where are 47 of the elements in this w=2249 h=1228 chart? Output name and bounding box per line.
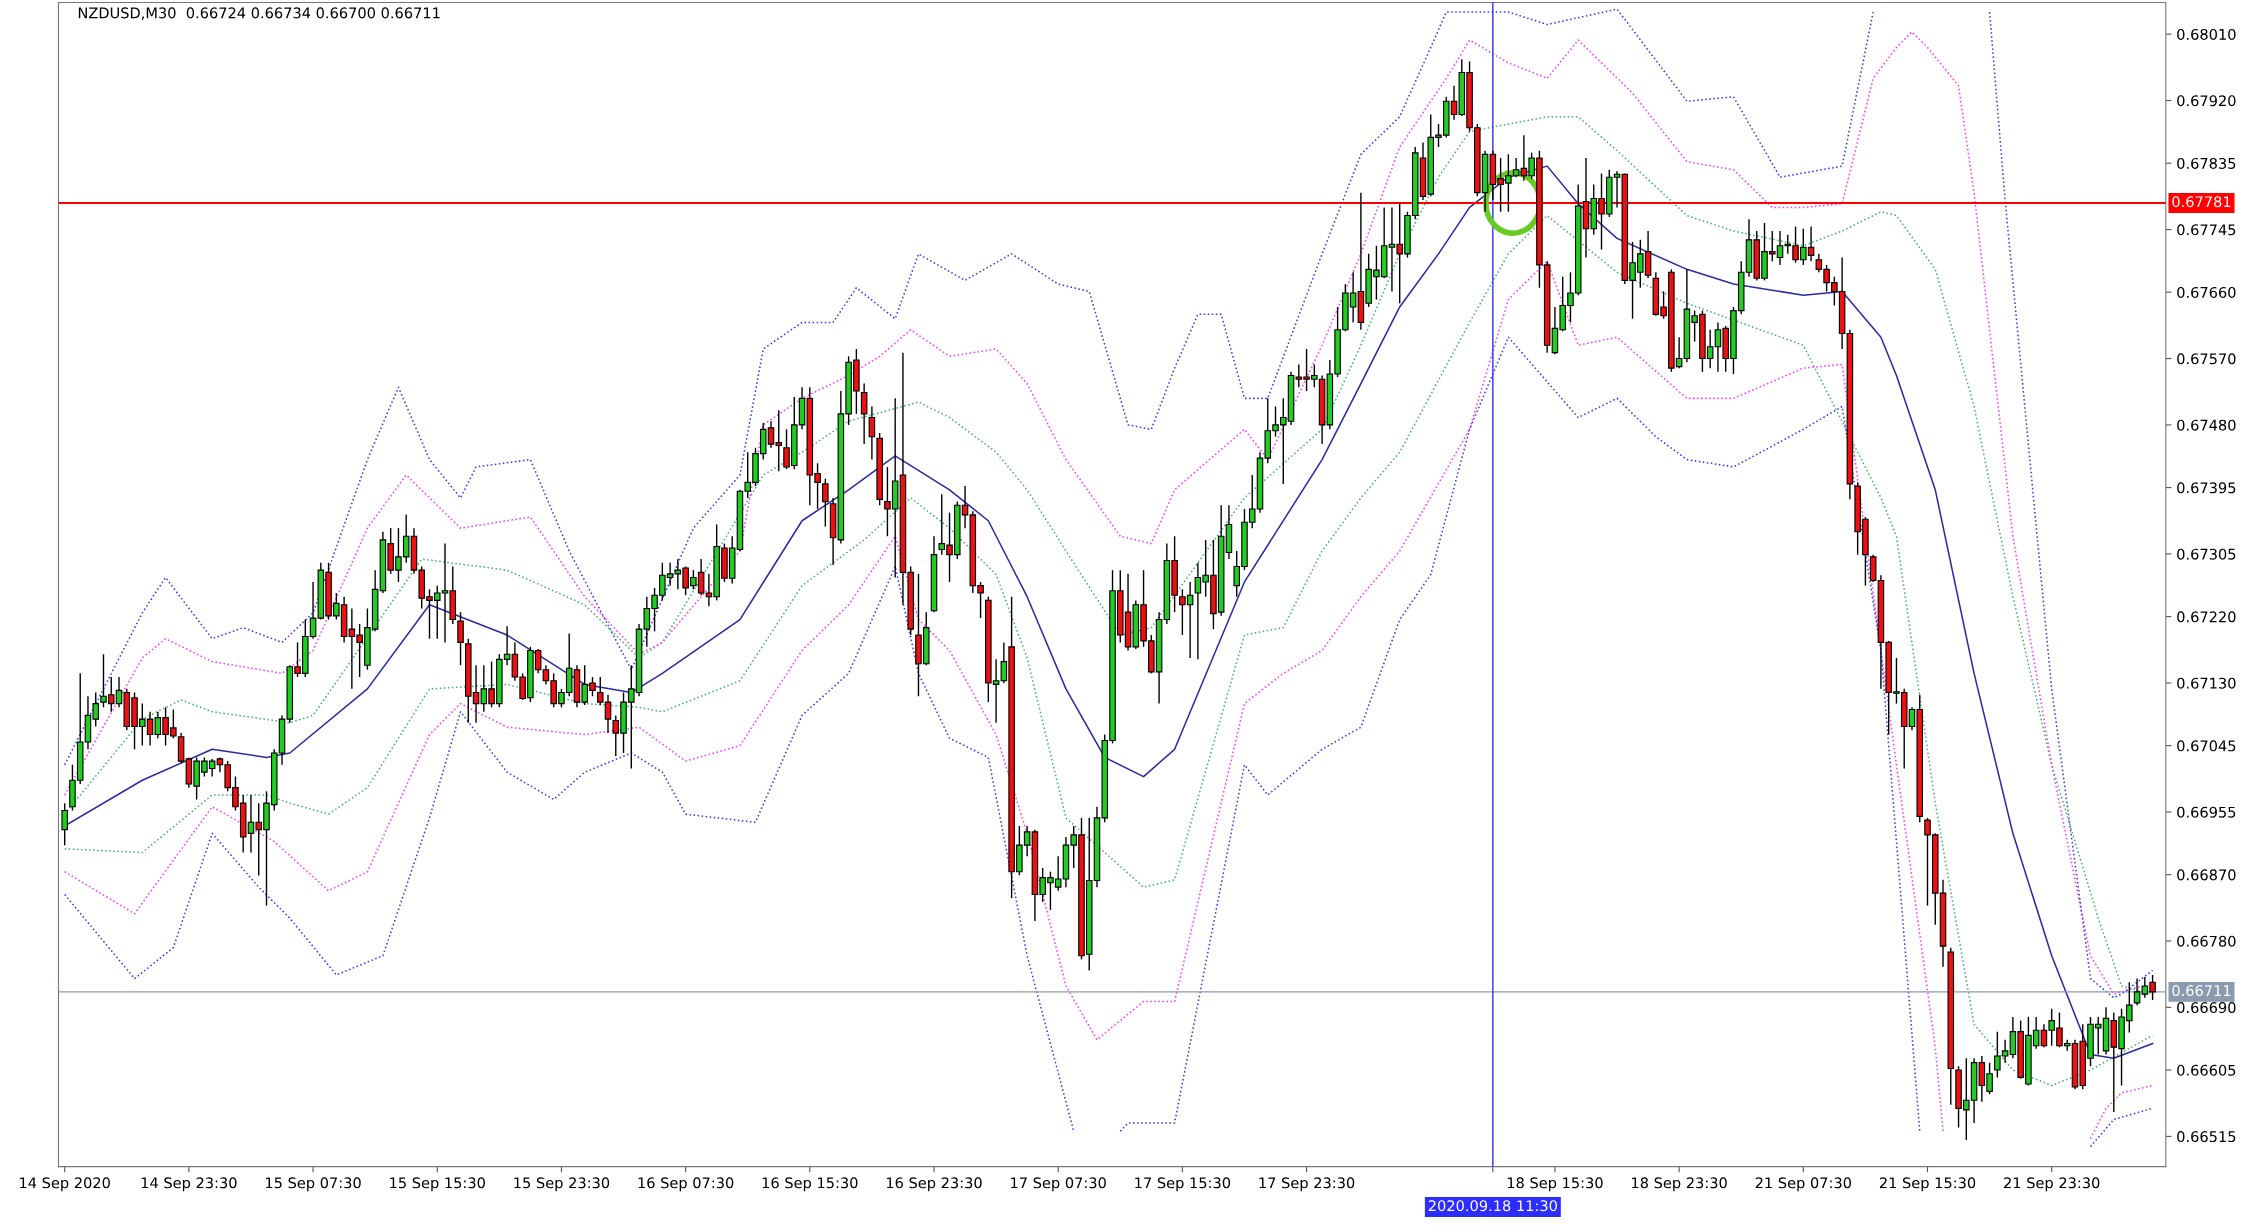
ref-line-label: 0.67781 bbox=[2172, 196, 2231, 208]
candlestick bbox=[61, 802, 68, 846]
x-tick-label: 21 Sep 07:30 bbox=[1755, 1177, 1852, 1192]
y-tick-label: 0.67660 bbox=[2177, 286, 2236, 298]
y-tick-label: 0.67305 bbox=[2177, 548, 2236, 560]
x-tick-label: 2020.09.18 11:30 bbox=[1428, 1200, 1557, 1212]
y-tick-label: 0.66690 bbox=[2177, 1002, 2236, 1014]
candlestick bbox=[822, 478, 829, 528]
line-series bbox=[2089, 1084, 2154, 1140]
x-tick-label: 17 Sep 07:30 bbox=[1011, 1177, 1106, 1192]
y-tick-label: 0.67835 bbox=[2177, 157, 2236, 169]
y-tick-label: 0.67480 bbox=[2177, 419, 2236, 431]
candlestick bbox=[868, 405, 876, 461]
y-tick-label: 0.66780 bbox=[2177, 935, 2236, 947]
y-tick-label: 0.67220 bbox=[2177, 611, 2236, 623]
x-tick-label: 21 Sep 15:30 bbox=[1879, 1177, 1976, 1192]
y-tick-label: 0.67745 bbox=[2177, 224, 2236, 236]
candlestick bbox=[457, 611, 464, 666]
x-tick-label: 21 Sep 23:30 bbox=[2004, 1177, 2100, 1192]
y-tick-label: 0.68010 bbox=[2177, 28, 2236, 40]
x-tick-label: 14 Sep 23:30 bbox=[141, 1177, 237, 1192]
x-tick-label: 18 Sep 15:30 bbox=[1507, 1177, 1603, 1192]
x-tick-label: 15 Sep 15:30 bbox=[390, 1177, 485, 1192]
x-tick-label: 18 Sep 23:30 bbox=[1632, 1177, 1727, 1192]
y-tick-label: 0.66870 bbox=[2177, 869, 2236, 881]
line-series bbox=[63, 260, 1944, 1132]
y-tick-label: 0.67130 bbox=[2177, 677, 2236, 689]
ref-line-label: 0.66711 bbox=[2172, 985, 2231, 997]
line-series bbox=[1988, 11, 2154, 999]
y-tick-label: 0.67570 bbox=[2177, 353, 2236, 365]
y-tick-label: 0.67045 bbox=[2177, 740, 2236, 752]
y-tick-label: 0.67395 bbox=[2177, 482, 2236, 494]
y-tick-label: 0.66515 bbox=[2177, 1131, 2236, 1143]
x-tick-label: 16 Sep 07:30 bbox=[638, 1177, 734, 1192]
y-tick-label: 0.66955 bbox=[2177, 806, 2236, 818]
x-tick-label: 16 Sep 15:30 bbox=[762, 1177, 858, 1192]
y-tick-label: 0.66605 bbox=[2177, 1064, 2236, 1076]
x-tick-label: 17 Sep 15:30 bbox=[1135, 1177, 1231, 1192]
x-tick-label: 15 Sep 23:30 bbox=[514, 1177, 610, 1192]
x-tick-label: 17 Sep 23:30 bbox=[1259, 1177, 1355, 1192]
chart-title: NZDUSD,M30 0.66724 0.66734 0.66700 0.66711 bbox=[78, 7, 440, 20]
line-series bbox=[63, 8, 1874, 766]
x-tick-label: 15 Sep 07:30 bbox=[265, 1177, 361, 1192]
y-tick-label: 0.67920 bbox=[2177, 95, 2236, 107]
x-tick-label: 14 Sep 2020 bbox=[20, 1177, 110, 1192]
candlestick bbox=[860, 382, 868, 445]
x-tick-label: 16 Sep 23:30 bbox=[886, 1177, 982, 1192]
